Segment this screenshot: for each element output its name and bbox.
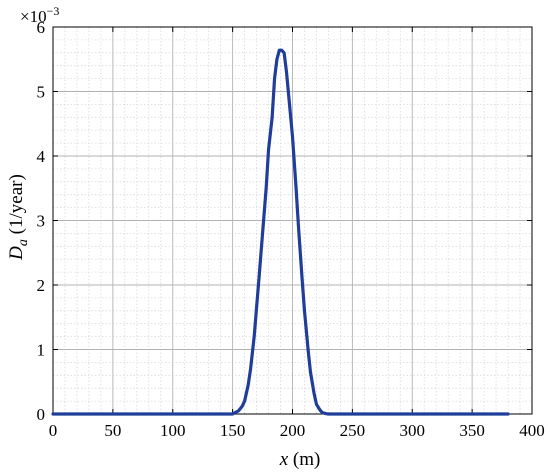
y-tick-label: 3 [37,212,46,231]
x-tick-label: 50 [104,421,121,440]
major-grid [53,27,532,414]
x-tick-label: 350 [459,421,485,440]
y-tick-label: 1 [37,341,46,360]
x-axis-unit: (m) [288,449,320,470]
x-tick-label: 300 [400,421,426,440]
axis-ticks [52,26,533,415]
y-axis-label: Da (1/year) [6,174,31,261]
y-tick-label: 4 [37,147,46,166]
x-tick-label: 100 [160,421,186,440]
series-line [51,48,510,416]
y-exponent-label: ×10−3 [20,4,59,26]
x-tick-label: 0 [49,421,58,440]
y-axis-unit: (1/year) [6,174,27,239]
y-axis-variable: D [6,246,27,261]
x-tick-labels: 0 50 100 150 200 250 300 350 400 [49,421,545,440]
exponent-power: −3 [47,4,60,18]
x-tick-label: 250 [340,421,366,440]
x-axis-variable: x [279,449,289,470]
y-tick-label: 5 [37,83,46,102]
x-tick-label: 400 [519,421,545,440]
y-tick-label: 6 [37,18,46,37]
x-tick-label: 150 [220,421,246,440]
x-tick-label: 200 [280,421,306,440]
exponent-base: ×10 [20,7,47,26]
y-tick-label: 2 [37,276,46,295]
y-tick-labels: 0 1 2 3 4 5 6 [37,18,46,424]
x-axis-label: x (m) [279,449,321,470]
y-tick-label: 0 [37,405,46,424]
y-axis-subscript: a [16,239,31,246]
